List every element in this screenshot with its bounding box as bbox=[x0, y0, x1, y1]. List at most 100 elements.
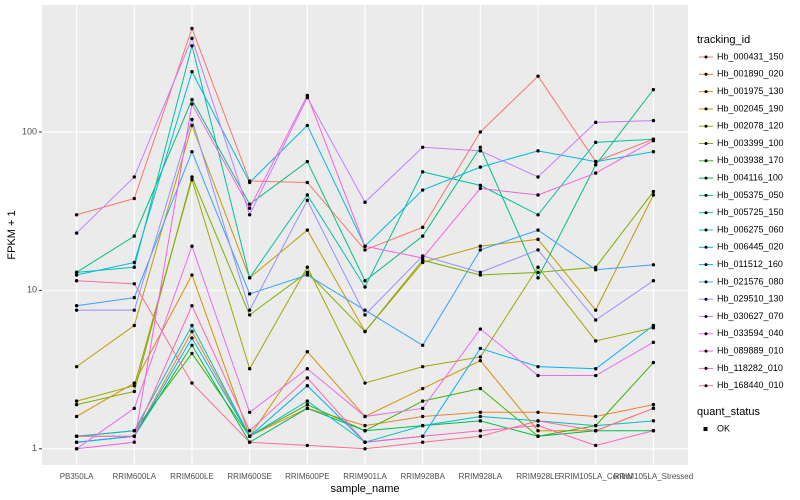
data-point bbox=[132, 265, 136, 269]
data-point bbox=[190, 70, 194, 74]
data-point bbox=[363, 414, 367, 419]
data-point bbox=[651, 139, 656, 143]
data-point bbox=[247, 313, 252, 317]
x-tick-label: RRIM928LE bbox=[516, 472, 560, 481]
data-point bbox=[132, 234, 136, 238]
data-point bbox=[594, 367, 598, 371]
data-point bbox=[190, 304, 194, 308]
legend-label: Hb_001890_020 bbox=[717, 69, 784, 79]
data-point bbox=[74, 270, 79, 275]
data-point bbox=[651, 189, 656, 194]
data-point bbox=[247, 410, 252, 414]
data-point bbox=[190, 323, 194, 328]
legend-label: Hb_001975_130 bbox=[717, 86, 784, 96]
data-point bbox=[363, 200, 367, 204]
data-point bbox=[132, 381, 136, 385]
data-point bbox=[420, 256, 425, 260]
data-point bbox=[305, 198, 310, 203]
data-point bbox=[247, 434, 252, 438]
data-point bbox=[594, 429, 598, 433]
data-point bbox=[363, 244, 367, 248]
data-point bbox=[247, 180, 252, 185]
legend-key-point bbox=[704, 280, 708, 284]
data-point bbox=[594, 318, 598, 322]
legend-key-point bbox=[704, 55, 708, 59]
data-point bbox=[536, 423, 540, 428]
data-point bbox=[132, 175, 136, 179]
x-tick-label: RRIM901LA bbox=[343, 472, 387, 481]
data-point bbox=[305, 265, 310, 269]
data-point bbox=[74, 273, 79, 277]
data-point bbox=[478, 429, 483, 433]
data-point bbox=[420, 343, 425, 348]
data-point bbox=[651, 150, 656, 154]
data-point bbox=[190, 150, 194, 154]
data-point bbox=[651, 279, 656, 283]
x-tick-label: RRIM105LA_Stressed bbox=[614, 472, 694, 481]
data-point bbox=[363, 308, 367, 312]
y-axis-title: FPKM + 1 bbox=[6, 210, 18, 259]
legend-label: Hb_002045_190 bbox=[717, 103, 784, 113]
x-tick-label: RRIM600PE bbox=[285, 472, 329, 481]
legend-label: Hb_005375_050 bbox=[717, 190, 784, 200]
x-tick-label: RRIM928LA bbox=[459, 472, 503, 481]
x-tick-label: RRIM600LE bbox=[170, 472, 214, 481]
data-point bbox=[305, 406, 310, 411]
data-point bbox=[190, 177, 194, 182]
data-point bbox=[478, 183, 483, 188]
legend-key-point bbox=[704, 159, 708, 163]
data-point bbox=[651, 429, 656, 433]
data-point bbox=[594, 339, 598, 343]
data-point bbox=[190, 175, 194, 179]
data-point bbox=[594, 163, 598, 167]
data-point bbox=[247, 429, 252, 433]
data-point bbox=[132, 295, 136, 300]
data-point bbox=[247, 206, 252, 210]
legend-label: Hb_011512_160 bbox=[717, 259, 783, 269]
data-point bbox=[363, 285, 367, 289]
data-point bbox=[536, 74, 540, 78]
data-point bbox=[478, 165, 483, 169]
data-point bbox=[536, 364, 540, 369]
data-point bbox=[190, 273, 194, 277]
data-point bbox=[478, 145, 483, 150]
data-point bbox=[651, 402, 656, 407]
legend-key-point bbox=[704, 263, 708, 267]
data-point bbox=[363, 447, 367, 451]
legend-key-point bbox=[704, 124, 708, 128]
data-point bbox=[305, 402, 310, 407]
data-point bbox=[363, 381, 367, 385]
data-point bbox=[363, 423, 367, 428]
data-point bbox=[420, 145, 425, 150]
data-point bbox=[478, 327, 483, 331]
data-point bbox=[74, 364, 79, 369]
data-point bbox=[594, 171, 598, 175]
x-tick-label: RRIM600LA bbox=[112, 472, 156, 481]
data-point bbox=[363, 429, 367, 433]
legend-label: Hb_021576_080 bbox=[717, 276, 784, 286]
data-point bbox=[247, 292, 252, 296]
data-point bbox=[132, 282, 136, 286]
legend-label: Hb_004116_100 bbox=[717, 172, 783, 182]
data-point bbox=[305, 123, 310, 128]
legend-key-point bbox=[704, 228, 708, 232]
data-point bbox=[536, 248, 540, 252]
data-point bbox=[190, 381, 194, 385]
data-point bbox=[536, 213, 540, 217]
data-point bbox=[132, 434, 136, 438]
data-point bbox=[305, 180, 310, 185]
legend-key-point bbox=[704, 107, 708, 111]
data-point bbox=[478, 130, 483, 134]
data-point bbox=[651, 340, 656, 345]
data-point bbox=[651, 87, 656, 92]
data-point bbox=[420, 364, 425, 369]
y-tick-label: 10 bbox=[27, 285, 37, 295]
data-point bbox=[132, 406, 136, 411]
data-point bbox=[536, 149, 540, 153]
legend-label: Hb_029510_130 bbox=[717, 294, 784, 304]
legend-label: Hb_005725_150 bbox=[717, 207, 784, 217]
data-point bbox=[478, 346, 483, 351]
x-axis-title: sample_name bbox=[330, 483, 399, 495]
data-point bbox=[305, 443, 310, 448]
data-point bbox=[478, 419, 483, 423]
